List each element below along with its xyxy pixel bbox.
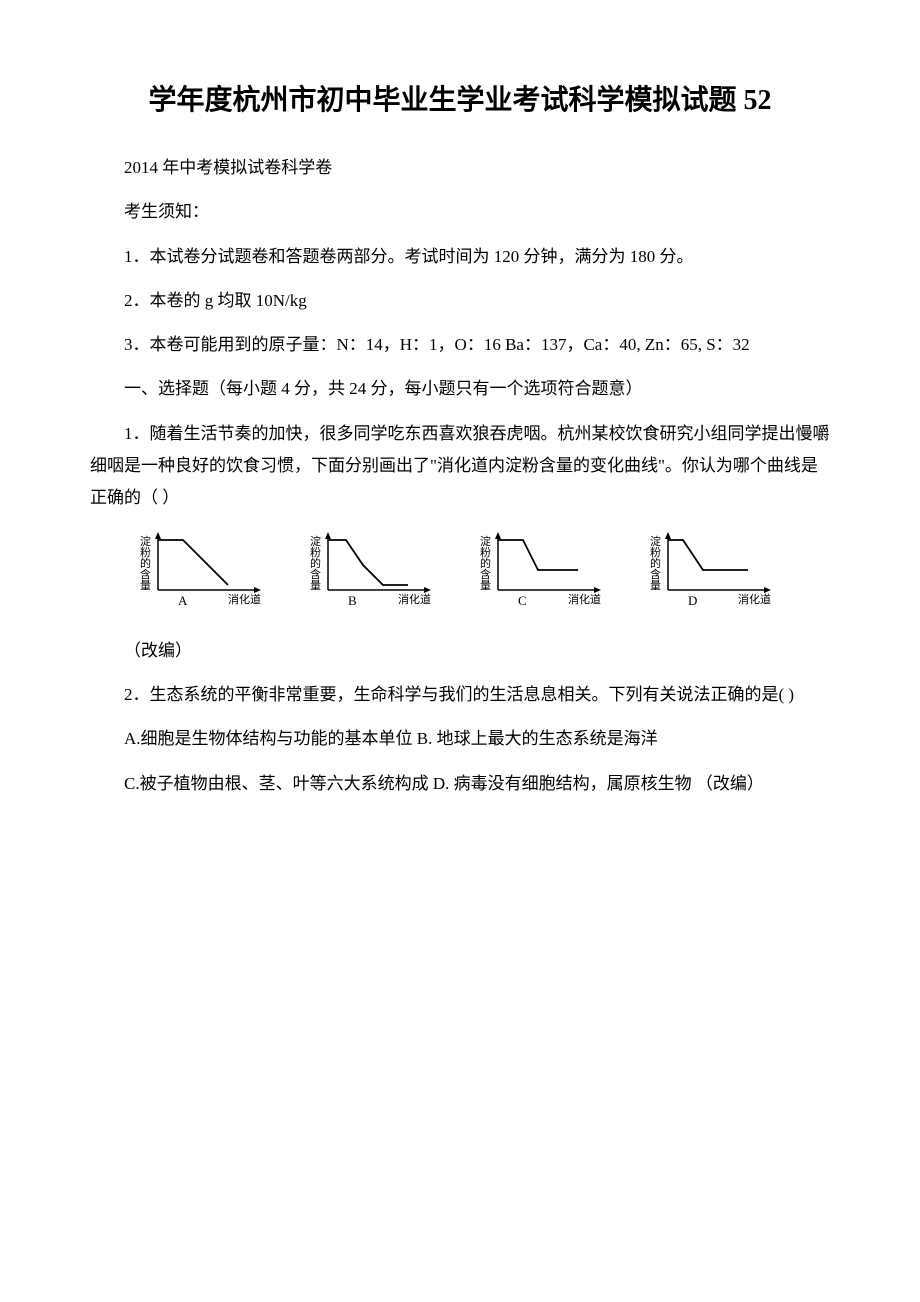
svg-text:量: 量 bbox=[310, 579, 321, 592]
chart-d: 淀粉的含量消化道D bbox=[640, 530, 790, 610]
adapted-note: （改编） bbox=[90, 635, 830, 667]
svg-text:消化道: 消化道 bbox=[568, 592, 601, 606]
svg-text:消化道: 消化道 bbox=[228, 592, 261, 606]
svg-text:的: 的 bbox=[480, 556, 491, 570]
chart-svg: 淀粉的含量消化道A bbox=[130, 530, 280, 610]
svg-text:含: 含 bbox=[140, 567, 151, 581]
svg-text:A: A bbox=[178, 593, 188, 608]
question-1: 1．随着生活节奏的加快，很多同学吃东西喜欢狼吞虎咽。杭州某校饮食研究小组同学提出… bbox=[90, 418, 830, 515]
chart-svg: 淀粉的含量消化道C bbox=[470, 530, 620, 610]
svg-text:消化道: 消化道 bbox=[398, 592, 431, 606]
svg-text:C: C bbox=[518, 593, 527, 608]
svg-text:的: 的 bbox=[310, 556, 321, 570]
svg-text:量: 量 bbox=[140, 579, 151, 592]
svg-text:含: 含 bbox=[650, 567, 661, 581]
chart-svg: 淀粉的含量消化道D bbox=[640, 530, 790, 610]
svg-text:淀: 淀 bbox=[140, 534, 151, 548]
svg-text:量: 量 bbox=[480, 579, 491, 592]
section-1-heading: 一、选择题（每小题 4 分，共 24 分，每小题只有一个选项符合题意） bbox=[90, 373, 830, 405]
page-title: 学年度杭州市初中毕业生学业考试科学模拟试题 52 bbox=[90, 80, 830, 122]
subtitle: 2014 年中考模拟试卷科学卷 bbox=[90, 152, 830, 184]
svg-text:D: D bbox=[688, 593, 697, 608]
svg-text:淀: 淀 bbox=[310, 534, 321, 548]
chart-svg: 淀粉的含量消化道B bbox=[300, 530, 450, 610]
instruction-3: 3．本卷可能用到的原子量：N：14，H：1，O：16 Ba：137，Ca：40,… bbox=[90, 329, 830, 361]
instruction-2: 2．本卷的 g 均取 10N/kg bbox=[90, 285, 830, 317]
instructions-header: 考生须知： bbox=[90, 196, 830, 228]
charts-container: 淀粉的含量消化道A淀粉的含量消化道B淀粉的含量消化道C淀粉的含量消化道D bbox=[120, 530, 800, 610]
instruction-1: 1．本试卷分试题卷和答题卷两部分。考试时间为 120 分钟，满分为 180 分。 bbox=[90, 241, 830, 273]
svg-text:的: 的 bbox=[650, 556, 661, 570]
svg-text:量: 量 bbox=[650, 579, 661, 592]
svg-text:淀: 淀 bbox=[650, 534, 661, 548]
svg-text:含: 含 bbox=[310, 567, 321, 581]
svg-text:的: 的 bbox=[140, 556, 151, 570]
svg-text:含: 含 bbox=[480, 567, 491, 581]
chart-a: 淀粉的含量消化道A bbox=[130, 530, 280, 610]
chart-b: 淀粉的含量消化道B bbox=[300, 530, 450, 610]
svg-text:B: B bbox=[348, 593, 357, 608]
svg-text:淀: 淀 bbox=[480, 534, 491, 548]
question-2: 2．生态系统的平衡非常重要，生命科学与我们的生活息息相关。下列有关说法正确的是(… bbox=[90, 679, 830, 711]
chart-c: 淀粉的含量消化道C bbox=[470, 530, 620, 610]
q2-options-cd: C.被子植物由根、茎、叶等六大系统构成 D. 病毒没有细胞结构，属原核生物 （改… bbox=[90, 768, 830, 800]
svg-text:消化道: 消化道 bbox=[738, 592, 771, 606]
q2-options-ab: A.细胞是生物体结构与功能的基本单位 B. 地球上最大的生态系统是海洋 bbox=[90, 723, 830, 755]
